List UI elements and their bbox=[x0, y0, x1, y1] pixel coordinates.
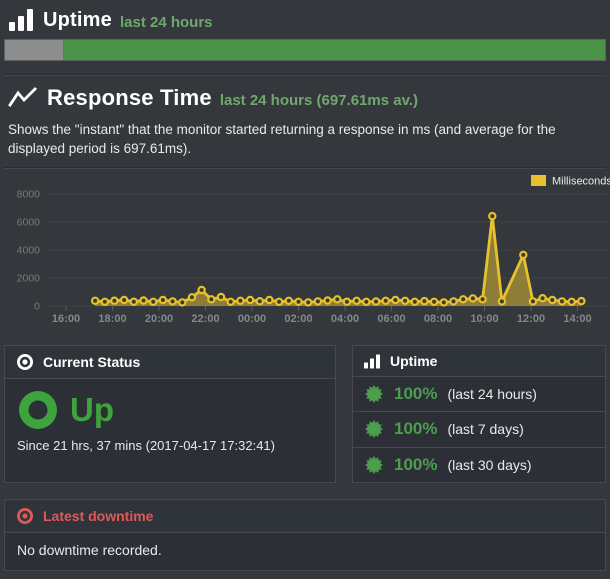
uptime-row-7d: 100% (last 7 days) bbox=[353, 412, 605, 448]
uptime-section-title: Uptime bbox=[43, 8, 112, 31]
svg-text:04:00: 04:00 bbox=[331, 313, 359, 325]
response-time-header: Response Time last 24 hours (697.61ms av… bbox=[4, 85, 606, 111]
latest-downtime-title: Latest downtime bbox=[43, 508, 154, 524]
starburst-icon bbox=[364, 455, 384, 475]
latest-downtime-panel-header: Latest downtime bbox=[5, 500, 605, 533]
response-time-subtitle: last 24 hours (697.61ms av.) bbox=[219, 91, 418, 109]
status-since-text: Since 21 hrs, 37 mins (2017-04-17 17:32:… bbox=[17, 438, 275, 453]
uptime-summary-panel-header: Uptime bbox=[353, 346, 605, 377]
response-time-chart-area: 0 2000 4000 6000 8000 16:00 18:00 20:00 22:00 00:… bbox=[4, 169, 610, 335]
response-chart: 0 2000 4000 6000 8000 16:00 18:00 20:00 22:00 00:… bbox=[17, 175, 610, 325]
latest-downtime-panel: Latest downtime No downtime recorded. bbox=[4, 499, 606, 571]
svg-text:6000: 6000 bbox=[17, 217, 41, 229]
line-chart-icon bbox=[8, 86, 38, 110]
uptime-24h-bar bbox=[4, 39, 606, 61]
bar-chart-icon bbox=[364, 354, 381, 369]
uptime-summary-panel: Uptime 100% (last 24 hours) 100% (last 7… bbox=[352, 345, 606, 483]
svg-text:14:00: 14:00 bbox=[563, 313, 591, 325]
section-divider bbox=[4, 74, 606, 76]
svg-text:06:00: 06:00 bbox=[377, 313, 405, 325]
latest-downtime-body: No downtime recorded. bbox=[17, 542, 162, 558]
svg-text:2000: 2000 bbox=[17, 273, 41, 285]
uptime-7d-label: (last 7 days) bbox=[447, 421, 524, 438]
up-status-icon bbox=[17, 389, 59, 431]
uptime-row-30d: 100% (last 30 days) bbox=[353, 448, 605, 482]
uptime-summary-title: Uptime bbox=[390, 353, 438, 369]
status-up-label: Up bbox=[70, 391, 114, 428]
current-status-body: Up Since 21 hrs, 37 mins (2017-04-17 17:… bbox=[5, 379, 335, 482]
uptime-7d-value: 100% bbox=[394, 419, 438, 439]
response-time-title: Response Time bbox=[47, 85, 212, 110]
uptime-bar-unknown-segment bbox=[5, 40, 64, 60]
svg-text:12:00: 12:00 bbox=[517, 313, 545, 325]
svg-text:08:00: 08:00 bbox=[424, 313, 452, 325]
svg-text:00:00: 00:00 bbox=[238, 313, 266, 325]
uptime-row-24h: 100% (last 24 hours) bbox=[353, 377, 605, 413]
svg-text:8000: 8000 bbox=[17, 189, 41, 201]
uptime-24h-label: (last 24 hours) bbox=[447, 386, 537, 403]
status-bullet-icon bbox=[16, 353, 34, 371]
uptime-section-subtitle: last 24 hours bbox=[119, 13, 213, 31]
starburst-icon bbox=[364, 419, 384, 439]
svg-text:22:00: 22:00 bbox=[191, 313, 219, 325]
bottom-panels: Current Status Up Since 21 hrs, 37 mins … bbox=[4, 345, 606, 483]
svg-text:10:00: 10:00 bbox=[470, 313, 498, 325]
uptime-rows: 100% (last 24 hours) 100% (last 7 days) … bbox=[353, 377, 605, 482]
uptime-section-header: Uptime last 24 hours bbox=[4, 8, 606, 32]
current-status-title: Current Status bbox=[43, 354, 141, 370]
current-status-panel-header: Current Status bbox=[5, 346, 335, 379]
svg-text:0: 0 bbox=[34, 301, 40, 313]
response-time-description: Shows the "instant" that the monitor sta… bbox=[8, 122, 556, 156]
svg-text:Milliseconds: Milliseconds bbox=[552, 176, 610, 188]
svg-text:02:00: 02:00 bbox=[284, 313, 312, 325]
current-status-panel: Current Status Up Since 21 hrs, 37 mins … bbox=[4, 345, 336, 483]
svg-text:16:00: 16:00 bbox=[52, 313, 80, 325]
svg-text:4000: 4000 bbox=[17, 245, 41, 257]
uptime-30d-label: (last 30 days) bbox=[447, 456, 532, 473]
uptime-24h-value: 100% bbox=[394, 384, 438, 404]
svg-text:18:00: 18:00 bbox=[98, 313, 126, 325]
svg-text:20:00: 20:00 bbox=[145, 313, 173, 325]
section-divider bbox=[4, 167, 606, 169]
uptime-30d-value: 100% bbox=[394, 454, 438, 474]
downtime-bullet-icon bbox=[16, 507, 34, 525]
bar-chart-icon bbox=[8, 8, 34, 32]
starburst-icon bbox=[364, 384, 384, 404]
